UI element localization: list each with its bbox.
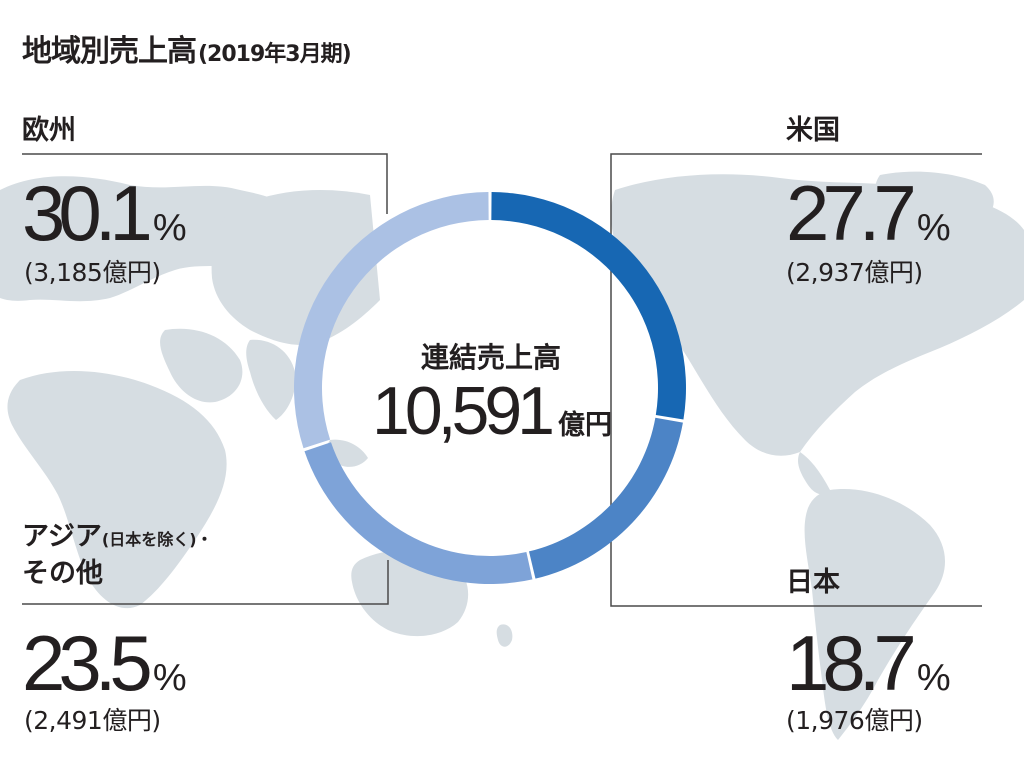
percent-unit-europe: % [152,207,187,249]
amount-asia: (2,491億円) [24,706,161,735]
percent-asia: 23.5% [22,624,187,717]
region-label-asia: アジア(日本を除く)・ その他 [22,520,213,591]
chart-title: 地域別売上高(2019年3月期) [22,26,352,70]
frame-europe [22,153,388,214]
percent-unit-usa: % [916,207,951,249]
percent-unit-asia: % [152,657,187,699]
region-label-asia-note: (日本を除く)・ [101,530,213,549]
region-label-japan: 日本 [786,567,840,598]
amount-europe: (3,185億円) [24,258,161,287]
frame-usa [610,153,982,607]
percent-usa: 27.7% [786,174,951,267]
map-arabia [160,328,243,403]
map-south-america [804,489,946,740]
map-central-america [797,452,830,495]
percent-japan: 18.7% [786,624,951,717]
region-label-europe: 欧州 [22,115,76,146]
map-india [246,339,296,420]
center-total-unit: 億円 [557,410,612,441]
map-nz [496,624,513,647]
frame-asia [22,560,389,605]
region-label-asia-line2: その他 [22,558,103,589]
map-greenland [875,171,994,229]
donut-slice-2 [304,442,533,584]
center-total: 10,591 億円 [372,376,612,461]
donut-slice-3 [294,192,489,449]
title-main: 地域別売上高 [22,34,197,69]
map-africa [7,370,227,609]
map-europe [0,176,310,302]
percent-value-usa: 27.7 [786,169,917,257]
title-period: (2019年3月期) [198,42,352,67]
amount-japan: (1,976億円) [786,706,923,735]
percent-value-europe: 30.1 [22,169,153,257]
amount-usa: (2,937億円) [786,258,923,287]
percent-value-asia: 23.5 [22,619,153,707]
center-total-value: 10,591 [372,373,555,449]
region-label-usa: 米国 [786,115,840,146]
map-north-america [610,174,1024,456]
region-label-asia-main: アジア [22,521,102,552]
center-label: 連結売上高 [420,341,561,374]
percent-unit-japan: % [916,657,951,699]
percent-europe: 30.1% [22,174,187,267]
percent-value-japan: 18.7 [786,619,917,707]
donut-slice-1 [528,417,683,579]
donut-slice-0 [491,192,686,420]
